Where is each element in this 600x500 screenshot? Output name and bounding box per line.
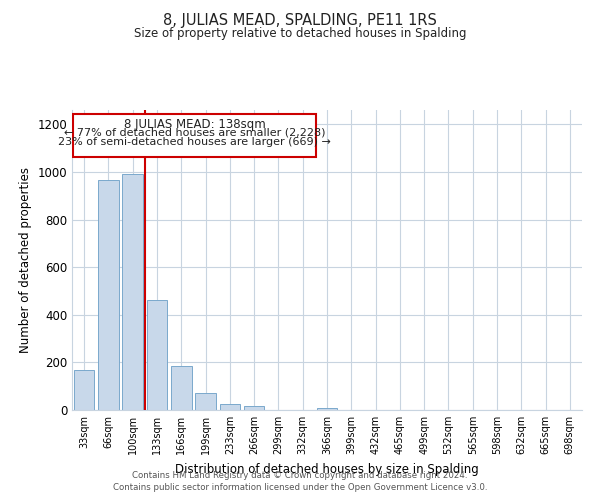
- X-axis label: Distribution of detached houses by size in Spalding: Distribution of detached houses by size …: [175, 462, 479, 475]
- Bar: [98, 180, 119, 410]
- Bar: [244, 406, 265, 410]
- Text: 8, JULIAS MEAD, SPALDING, PE11 1RS: 8, JULIAS MEAD, SPALDING, PE11 1RS: [163, 12, 437, 28]
- Bar: [220, 404, 240, 410]
- Bar: [122, 174, 143, 410]
- Bar: [317, 408, 337, 410]
- Bar: [146, 300, 167, 410]
- Y-axis label: Number of detached properties: Number of detached properties: [19, 167, 32, 353]
- Bar: [195, 394, 216, 410]
- Bar: [171, 366, 191, 410]
- Text: 23% of semi-detached houses are larger (669) →: 23% of semi-detached houses are larger (…: [58, 136, 331, 146]
- Bar: [74, 370, 94, 410]
- Text: ← 77% of detached houses are smaller (2,228): ← 77% of detached houses are smaller (2,…: [64, 128, 325, 138]
- Text: Contains HM Land Registry data © Crown copyright and database right 2024.
Contai: Contains HM Land Registry data © Crown c…: [113, 471, 487, 492]
- Text: Size of property relative to detached houses in Spalding: Size of property relative to detached ho…: [134, 28, 466, 40]
- FancyBboxPatch shape: [73, 114, 316, 157]
- Text: 8 JULIAS MEAD: 138sqm: 8 JULIAS MEAD: 138sqm: [124, 118, 266, 132]
